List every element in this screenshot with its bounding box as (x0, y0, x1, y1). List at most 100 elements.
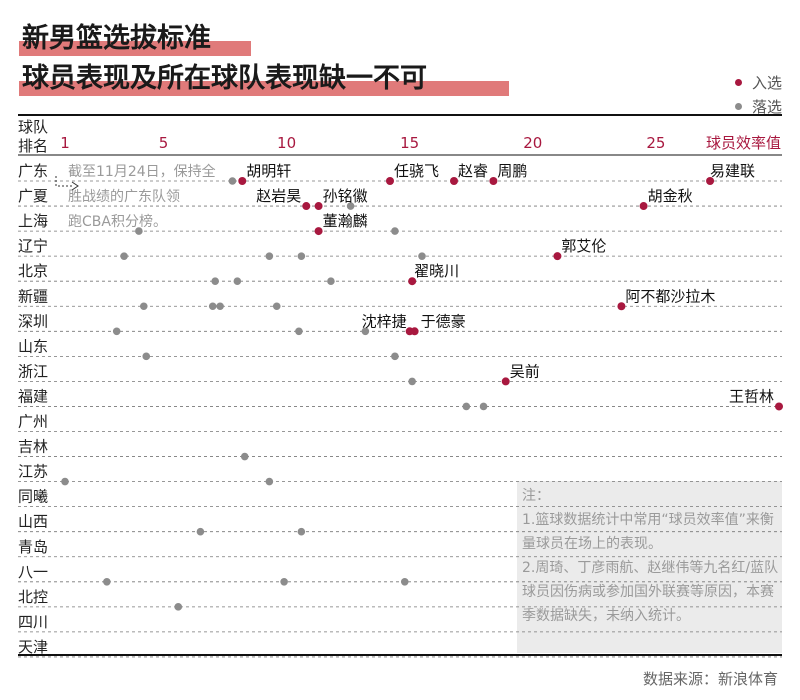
not-selected-point (135, 227, 143, 235)
not-selected-point (265, 477, 274, 486)
team-label: 上海 (18, 212, 48, 230)
player-label: 阿不都沙拉木 (625, 287, 715, 305)
x-tick-label: 15 (400, 134, 419, 152)
not-selected-point (391, 352, 399, 361)
selected-point (314, 202, 323, 211)
not-selected-point (361, 327, 370, 336)
selected-point (639, 202, 648, 211)
title-line-1: 新男篮选拔标准 (19, 22, 427, 62)
selected-point (410, 327, 419, 336)
not-selected-point (211, 277, 219, 286)
not-selected-point (120, 252, 128, 260)
team-label: 八一 (18, 563, 48, 581)
team-label: 广东 (18, 162, 48, 180)
x-axis-label: 球员效率值 (706, 134, 781, 152)
team-label: 青岛 (18, 538, 48, 556)
not-selected-point (228, 177, 237, 185)
team-label: 四川 (18, 613, 48, 631)
player-label: 于德豪 (421, 312, 466, 330)
not-selected-point (265, 252, 274, 260)
player-label: 王哲林 (729, 387, 774, 405)
not-selected-point (297, 252, 306, 260)
team-label: 吉林 (18, 438, 48, 456)
not-selected-point (408, 377, 416, 386)
y-axis-label-line-1: 球队 (18, 118, 48, 136)
selected-point (302, 202, 311, 211)
x-tick-label: 5 (159, 134, 169, 152)
not-selected-point (233, 277, 242, 286)
legend-item-selected: 入选 (734, 70, 782, 94)
annotation-arrowhead (71, 181, 79, 191)
selected-point (775, 402, 783, 411)
not-selected-dot-icon (734, 102, 742, 110)
not-selected-point (103, 578, 111, 586)
player-label: 郭艾伦 (561, 237, 606, 255)
not-selected-point (462, 402, 471, 411)
selected-point (385, 177, 394, 185)
annotation-line: 截至11月24日，保持全 (68, 163, 216, 180)
team-label: 同曦 (18, 488, 48, 506)
team-label: 北控 (18, 588, 48, 606)
not-selected-point (295, 327, 303, 336)
x-tick-label: 20 (523, 134, 542, 152)
not-selected-point (280, 578, 288, 586)
x-tick-label: 1 (60, 134, 70, 152)
legend: 入选 落选 (734, 70, 782, 118)
team-label: 北京 (18, 262, 48, 280)
team-label: 广夏 (18, 187, 48, 205)
not-selected-point (479, 402, 488, 411)
selected-point (314, 227, 323, 236)
player-label: 任骁飞 (394, 162, 439, 180)
selected-point (706, 177, 715, 185)
team-label: 江苏 (18, 463, 48, 481)
x-tick-label: 10 (277, 134, 296, 152)
title-highlight-1 (19, 41, 251, 56)
note-item-1: 1.篮球数据统计中常用“球员效率值”来衡量球员在场上的表现。 (522, 512, 774, 552)
selected-point (553, 252, 562, 261)
title-highlight-2 (19, 81, 509, 96)
not-selected-point (216, 302, 224, 311)
legend-selected-label: 入选 (751, 73, 782, 92)
team-label: 深圳 (18, 312, 48, 330)
not-selected-point (196, 527, 205, 536)
not-selected-point (418, 252, 426, 260)
team-label: 山西 (18, 513, 48, 531)
chart-title: 新男篮选拔标准 球员表现及所在球队表现缺一不可 (19, 22, 509, 102)
legend-not-selected-label: 落选 (751, 97, 782, 116)
selected-point (489, 177, 498, 185)
x-tick-label: 25 (646, 134, 665, 152)
note-item-2: 2.周琦、丁彦雨航、赵继伟等九名红/蓝队球员因伤病或参加国外联赛等原因，本赛季数… (522, 560, 779, 624)
team-label: 山东 (18, 337, 48, 355)
title-line-2: 球员表现及所在球队表现缺一不可 (19, 62, 509, 102)
annotation-line: 胜战绩的广东队领 (68, 189, 180, 205)
selected-point (238, 177, 247, 185)
team-label: 福建 (18, 387, 48, 405)
selected-point (617, 302, 626, 311)
player-label: 吴前 (510, 362, 540, 380)
team-label: 新疆 (18, 287, 48, 305)
source-text: 数据来源：新浪体育 (642, 670, 778, 688)
note-box (517, 481, 782, 653)
not-selected-point (139, 302, 148, 311)
player-label: 赵睿 (458, 162, 488, 180)
not-selected-point (297, 527, 306, 536)
not-selected-point (272, 302, 281, 311)
selected-point (501, 377, 510, 386)
note: 注： 1.篮球数据统计中常用“球员效率值”来衡量球员在场上的表现。 2.周琦、丁… (522, 484, 784, 628)
not-selected-point (400, 578, 409, 586)
not-selected-point (240, 452, 249, 461)
player-label: 翟晓川 (414, 262, 459, 280)
player-label: 赵岩昊 (256, 187, 301, 205)
team-label: 浙江 (18, 362, 48, 380)
annotation-arrow (55, 176, 72, 187)
not-selected-point (174, 603, 183, 611)
player-label: 周鹏 (497, 162, 527, 180)
not-selected-point (112, 327, 121, 336)
not-selected-point (61, 477, 69, 486)
player-label: 易建联 (710, 162, 755, 180)
player-label: 胡金秋 (648, 187, 693, 205)
not-selected-point (142, 352, 151, 361)
title-text-2: 球员表现及所在球队表现缺一不可 (22, 63, 427, 94)
legend-item-not-selected: 落选 (734, 94, 782, 118)
